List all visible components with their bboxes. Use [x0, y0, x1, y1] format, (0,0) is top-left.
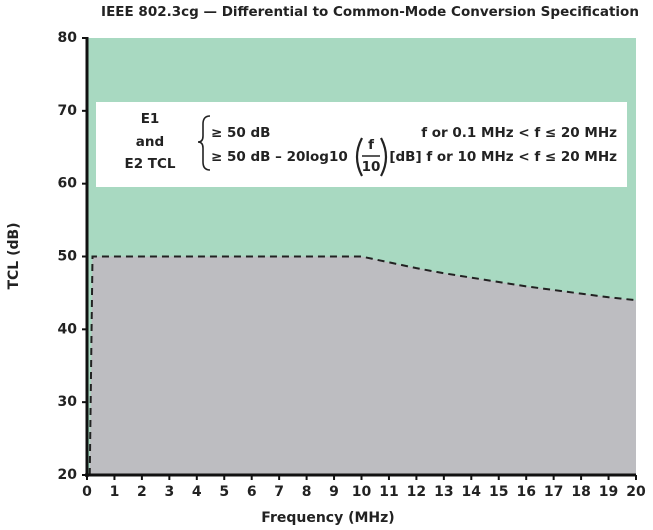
- y-tick-label: 80: [58, 30, 78, 46]
- annotation-text: ≥ 50 dB – 20log10: [211, 149, 348, 165]
- limit-line: [88, 255, 637, 476]
- y-tick-label: 70: [58, 103, 78, 119]
- annotation-text: f or 0.1 MHz < f ≤ 20 MHz: [421, 125, 617, 141]
- x-tick-label: 15: [489, 484, 508, 500]
- x-tick-label: 20: [626, 484, 646, 500]
- x-tick-label: 18: [571, 484, 590, 500]
- chart-title: IEEE 802.3cg — Differential to Common-Mo…: [101, 4, 639, 20]
- annotation-text: [dB] f or 10 MHz < f ≤ 20 MHz: [389, 149, 617, 165]
- y-axis-label: TCL (dB): [6, 222, 22, 289]
- x-tick-label: 6: [247, 484, 257, 500]
- x-tick-label: 13: [434, 484, 453, 500]
- annotation-box: E1 and E2 TCL ≥ 50 dB f or 0.1 MHz < f ≤…: [96, 102, 627, 187]
- y-tick-label: 20: [58, 467, 78, 483]
- x-axis-label: Frequency (MHz): [261, 510, 394, 526]
- x-tick-label: 12: [407, 484, 426, 500]
- annotation-label: E1: [141, 111, 160, 127]
- y-tick-label: 60: [58, 176, 78, 192]
- x-tick-label: 7: [274, 484, 284, 500]
- x-tick-label: 19: [599, 484, 618, 500]
- area: [89, 256, 637, 475]
- annotation-text: ≥ 50 dB: [211, 125, 270, 141]
- x-tick-label: 3: [164, 484, 174, 500]
- x-tick-label: 11: [379, 484, 398, 500]
- annotation-label: and: [136, 134, 164, 150]
- y-tick-label: 50: [58, 249, 78, 265]
- x-tick-label: 16: [516, 484, 535, 500]
- y-tick-label: 40: [58, 321, 78, 337]
- x-tick-label: 10: [352, 484, 372, 500]
- annotation-text: 10: [362, 159, 381, 175]
- y-tick-label: 30: [58, 394, 78, 410]
- brace: [197, 115, 211, 171]
- annotation-text: f: [368, 137, 374, 153]
- x-tick-label: 1: [110, 484, 120, 500]
- paren: [380, 137, 388, 177]
- x-tick-label: 8: [302, 484, 312, 500]
- x-tick-label: 0: [82, 484, 92, 500]
- x-tick-label: 4: [192, 484, 202, 500]
- x-tick-label: 5: [219, 484, 229, 500]
- x-tick-label: 14: [462, 484, 482, 500]
- x-tick-label: 17: [544, 484, 563, 500]
- x-tick-label: 9: [329, 484, 339, 500]
- paren: [355, 137, 363, 177]
- x-tick-label: 2: [137, 484, 147, 500]
- annotation-label: E2 TCL: [124, 156, 175, 172]
